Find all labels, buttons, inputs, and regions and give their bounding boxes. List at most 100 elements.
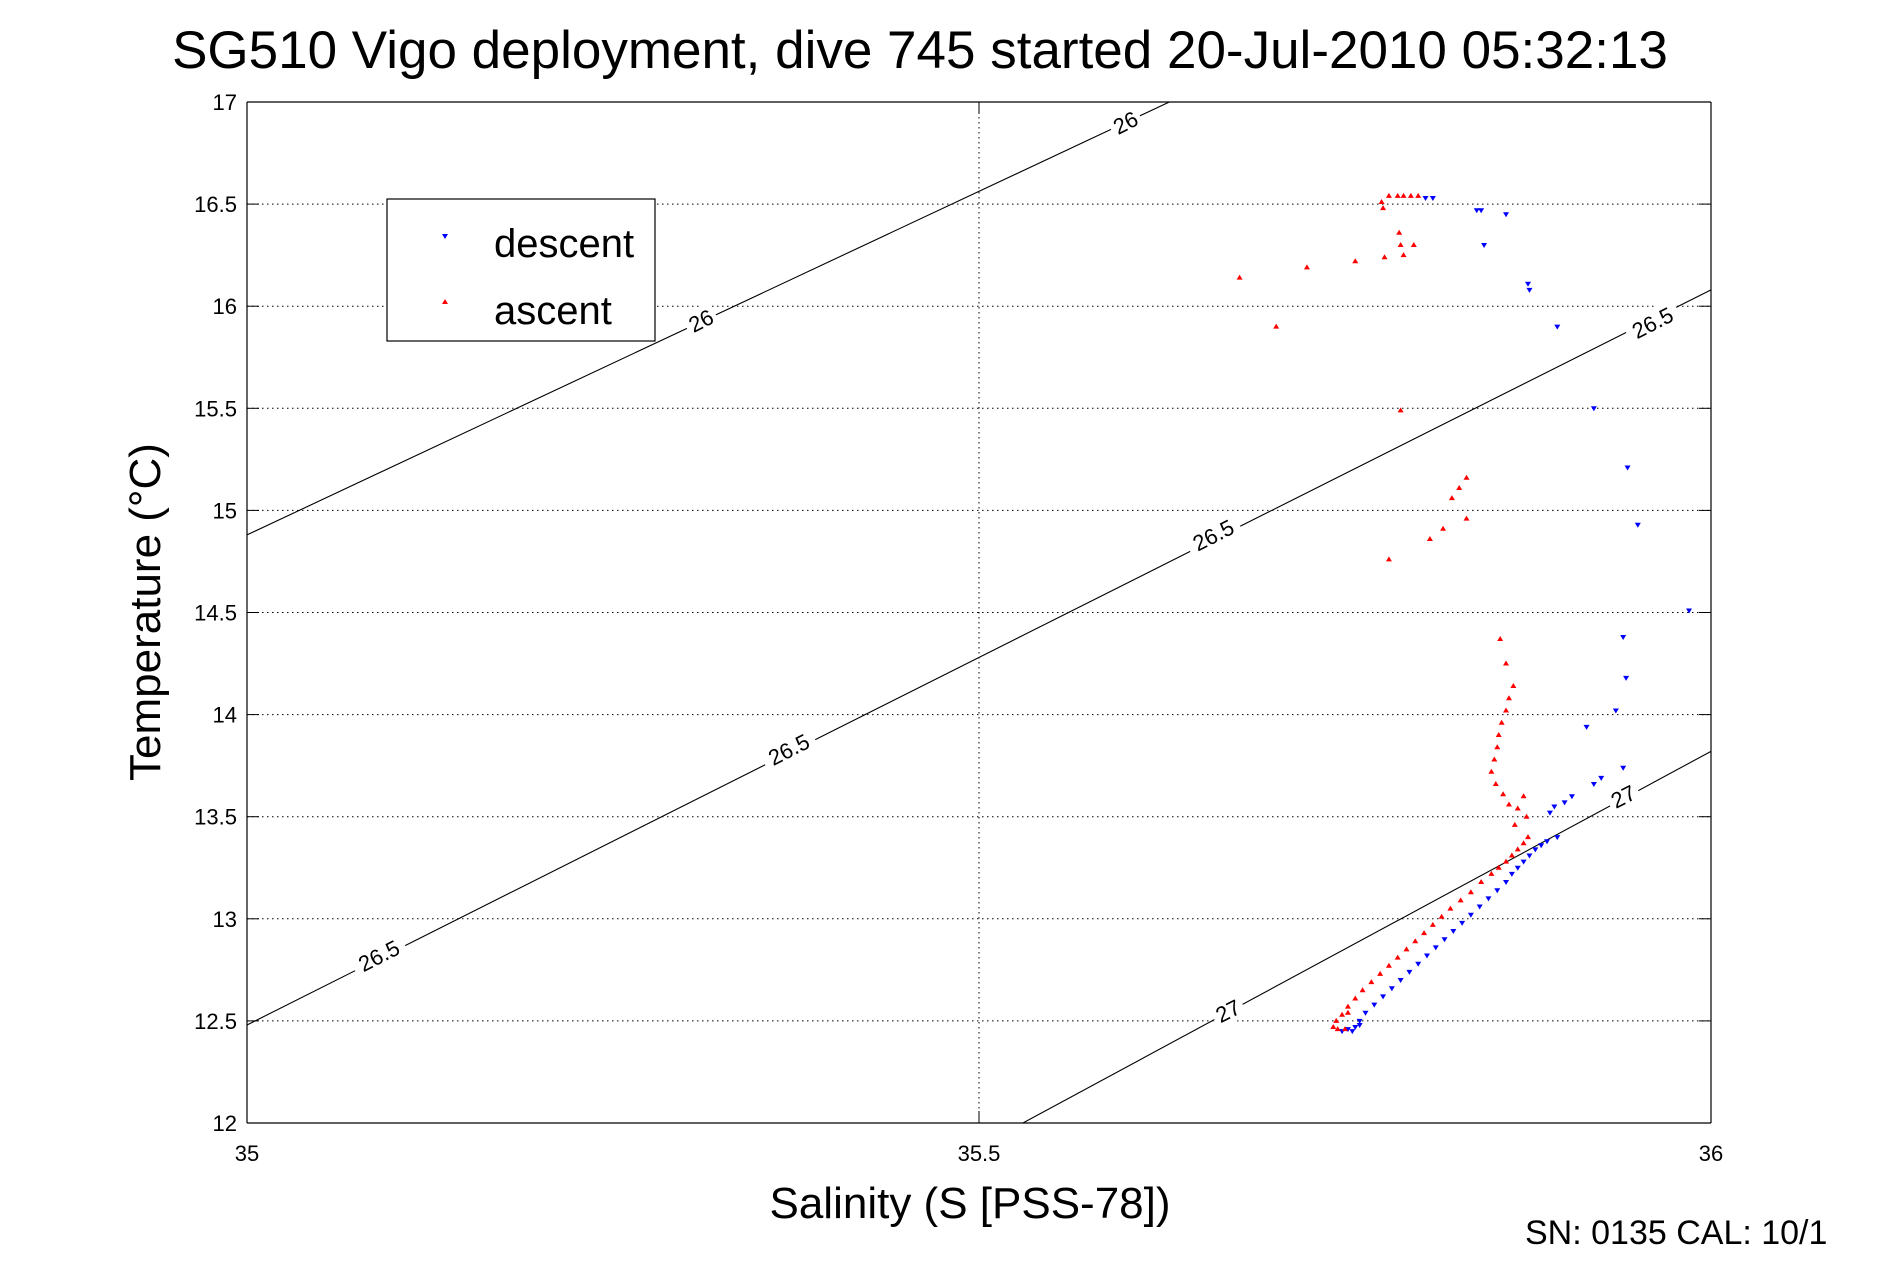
footer-calibration: SN: 0135 CAL: 10/1 [1525,1214,1827,1252]
ascent-point [1368,979,1375,985]
descent-point [1532,847,1539,853]
ascent-point [1352,258,1359,264]
ascent-point [1467,889,1474,895]
isopycnal-label-background [680,301,721,340]
descent-point [1620,635,1627,641]
descent-point [1397,978,1404,984]
descent-point [1388,986,1395,992]
axes-frame [246,101,1712,1124]
ascent-point [1273,323,1280,329]
descent-point [1520,859,1527,865]
y-tick-label: 16.5 [194,192,237,217]
ascent-point [1400,192,1407,198]
y-tick-label: 13 [213,907,237,932]
x-tick-label: 36 [1699,1141,1723,1166]
y-tick-label: 15 [213,498,237,523]
isopycnal-label: 26 [1105,103,1146,142]
ascent-point [1494,744,1501,750]
ascent-point [1380,205,1387,211]
ascent-point [1438,913,1445,919]
x-tick-label: 35.5 [958,1141,1001,1166]
ascent-point [1488,870,1495,876]
descent-point [1544,839,1551,845]
descent-point [1422,195,1429,201]
descent-point [1432,945,1439,951]
ascent-point [1352,995,1359,1001]
y-tick-label: 15.5 [194,396,237,421]
y-tick-labels: 12 12.5 13 13.5 14 14.5 15 15.5 16 16.5 17 [194,90,237,1136]
y-axis-label: Temperature (°C) [121,443,170,781]
ascent-point [1415,192,1422,198]
descent-point [1583,724,1590,730]
ascent-point [1440,525,1447,531]
ascent-point [1495,732,1502,738]
descent-point [1551,804,1558,810]
descent-point [1481,242,1488,248]
ascent-point [1511,821,1518,827]
descent-point [1525,281,1531,287]
isopycnal-label-background [1603,777,1644,816]
isopycnal-label-background [347,931,410,980]
descent-point [1503,212,1510,218]
ascent-point [1523,813,1530,819]
isopycnal-label-background [1207,991,1249,1030]
legend-descent-marker [442,234,448,239]
descent-point [1561,800,1568,806]
ascent-point [1394,192,1401,198]
descent-point [1623,675,1630,681]
descent-point [1590,406,1597,412]
ascent-point [1505,695,1512,701]
ascent-point [1495,864,1502,870]
isopycnal-line [1022,750,1711,1123]
descent-point [1356,1018,1363,1024]
descent-point [1415,961,1422,967]
ascent-point [1330,1024,1337,1030]
ascent-point [1378,199,1385,205]
ascent-point [1426,535,1433,541]
ascent-point [1397,241,1404,247]
descent-point [1554,835,1561,841]
x-tick-label: 35 [235,1141,259,1166]
x-axis-label: Salinity (S [PSS-78]) [769,1179,1170,1228]
descent-point [1349,1029,1356,1035]
ascent-point [1447,905,1454,911]
descent-point [1514,865,1521,871]
descent-point [1598,775,1605,781]
ascent-point [1359,987,1366,993]
ascent-point [1421,930,1428,936]
ascent-point [1385,556,1392,562]
descent-point [1624,465,1631,471]
ascent-point [1492,781,1499,787]
legend-box [386,198,656,342]
descent-point [1423,953,1430,959]
isopycnal-label-background [1105,103,1146,142]
ascent-point [1333,1017,1340,1023]
legend: descent ascent [386,198,656,342]
ascent-point [1514,805,1521,811]
descent-point [1612,708,1619,714]
y-tick-label: 17 [213,90,237,115]
ascent-point [1429,921,1436,927]
descent-point [1568,794,1575,800]
ascent-point [1500,791,1507,797]
isopycnal-label-background [757,725,820,774]
descent-point [1620,765,1627,771]
ascent-point [1491,756,1498,762]
y-tick-label: 13.5 [194,805,237,830]
descent-point [1478,208,1485,214]
descent-point [1362,1010,1369,1016]
isopycnal-label-background [1182,510,1245,560]
ascent-point [1396,229,1403,235]
descent-point [1503,880,1510,886]
ascent-point [1410,241,1417,247]
descent-point [1634,522,1641,528]
data-markers [1236,192,1693,1035]
ascent-point [1344,1009,1351,1015]
descent-point [1473,208,1480,214]
x-tick-labels: 35 35.5 36 [235,1141,1723,1166]
ascent-point [1514,846,1521,852]
ascent-point [1448,495,1455,501]
descent-point [1494,888,1501,894]
y-tick-label: 14.5 [194,601,237,626]
